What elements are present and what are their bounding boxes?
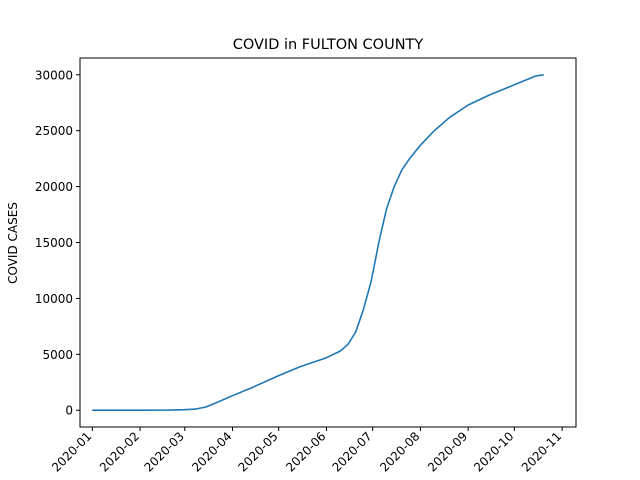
y-axis-label: COVID CASES — [6, 202, 20, 284]
x-tick-label: 2020-11 — [519, 429, 564, 474]
x-tick-label: 2020-05 — [235, 429, 280, 474]
series-line — [92, 74, 544, 412]
x-tick-label: 2020-09 — [425, 429, 470, 474]
y-tick-label: 5000 — [42, 348, 73, 362]
chart-title: COVID in FULTON COUNTY — [233, 37, 424, 53]
y-tick-label: 30000 — [35, 68, 73, 82]
y-tick-label: 0 — [65, 404, 73, 418]
y-tick-label: 15000 — [35, 236, 73, 250]
y-tick-label: 25000 — [35, 124, 73, 138]
x-tick-label: 2020-01 — [49, 429, 94, 474]
x-tick-label: 2020-06 — [283, 429, 328, 474]
x-tick-label: 2020-10 — [471, 429, 516, 474]
x-tick-label: 2020-08 — [377, 429, 422, 474]
y-tick-label: 10000 — [35, 292, 73, 306]
plot-frame — [79, 57, 577, 428]
plot-lines — [92, 74, 544, 412]
x-tick-label: 2020-03 — [142, 429, 187, 474]
x-tick-label: 2020-02 — [97, 429, 142, 474]
x-tick-label: 2020-04 — [189, 429, 234, 474]
y-tick-label: 20000 — [35, 180, 73, 194]
x-tick-label: 2020-07 — [329, 429, 374, 474]
